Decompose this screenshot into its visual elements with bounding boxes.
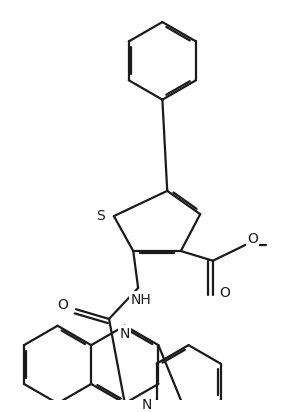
- Text: N: N: [142, 398, 152, 412]
- Text: S: S: [96, 209, 105, 223]
- Text: O: O: [247, 232, 258, 246]
- Text: O: O: [219, 286, 230, 300]
- Text: O: O: [57, 298, 68, 312]
- Text: N: N: [120, 326, 130, 340]
- Text: NH: NH: [131, 293, 151, 307]
